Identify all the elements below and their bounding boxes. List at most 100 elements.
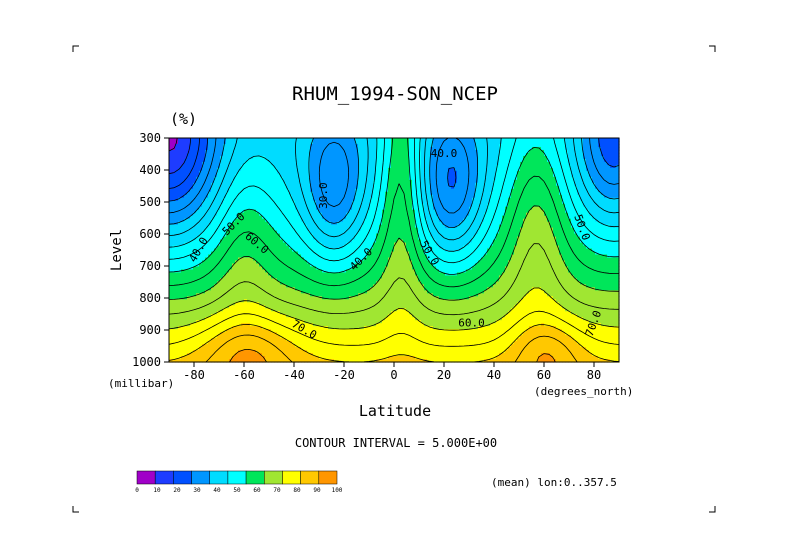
contour-cell [304,344,308,348]
contour-cell [268,215,272,220]
contour-cell [217,146,221,151]
contour-cell [229,251,233,256]
contour-cell [247,293,251,297]
contour-cell [172,161,176,166]
contour-cell [229,254,233,259]
contour-cell [187,182,191,187]
contour-cell [289,347,293,351]
contour-cell [184,290,188,294]
contour-cell [271,338,275,342]
contour-cell [199,161,203,166]
contour-cell [169,290,173,294]
contour-cell [247,185,251,190]
contour-cell [262,275,266,279]
contour-cell [175,143,179,148]
contour-cell [298,170,302,175]
contour-cell [304,347,308,351]
contour-cell [193,296,197,300]
contour-cell [220,138,224,142]
contour-cell [295,293,299,297]
contour-cell [169,230,173,235]
contour-cell [208,146,212,151]
contour-cell [271,230,275,235]
contour-cell [205,257,209,262]
contour-cell [181,341,185,345]
contour-cell [271,182,275,187]
contour-cell [229,323,233,327]
contour-cell [247,167,251,172]
contour-cell [202,218,206,223]
contour-cell [196,356,200,360]
contour-cell [274,356,278,360]
contour-cell [316,260,320,265]
contour-cell [301,194,305,199]
contour-cell [226,323,230,327]
contour-cell [205,161,209,166]
contour-cell [208,305,212,309]
contour-cell [304,215,308,220]
contour-cell [223,308,227,312]
contour-cell [307,203,311,208]
contour-cell [172,143,176,148]
contour-cell [283,158,287,163]
contour-cell [235,290,239,294]
contour-cell [256,209,260,214]
contour-cell [214,248,218,253]
contour-cell [235,314,239,318]
contour-cell [289,323,293,327]
contour-cell [265,209,269,214]
contour-cell [169,287,173,291]
contour-cell [319,287,323,291]
contour-cell [259,359,263,363]
contour-cell [274,320,278,324]
contour-cell [310,323,314,327]
contour-cell [274,281,278,285]
contour-cell [217,227,221,232]
contour-cell [274,233,278,238]
contour-cell [220,239,224,244]
contour-cell [322,314,326,318]
contour-cell [316,140,320,145]
contour-cell [298,152,302,157]
contour-cell [199,263,203,268]
contour-cell [175,335,179,339]
contour-cell [304,317,308,321]
contour-cell [229,335,233,339]
contour-cell [178,185,182,190]
contour-cell [325,320,329,324]
contour-cell [295,212,299,217]
contour-cell [199,233,203,238]
contour-cell [256,293,260,297]
contour-cell [184,230,188,235]
contour-cell [241,149,245,154]
contour-cell [199,323,203,327]
contour-cell [289,212,293,217]
contour-cell [244,263,248,268]
contour-cell [247,338,251,342]
contour-cell [277,218,281,223]
contour-cell [277,287,281,291]
contour-cell [181,215,185,220]
contour-cell [187,329,191,333]
contour-cell [253,248,257,253]
contour-cell [238,194,242,199]
contour-cell [265,170,269,175]
contour-cell [271,215,275,220]
contour-cell [298,173,302,178]
contour-cell [190,182,194,187]
contour-cell [319,138,323,142]
contour-cell [277,245,281,250]
contour-cell [313,227,317,232]
contour-cell [205,302,209,306]
contour-cell [295,140,299,145]
contour-cell [175,152,179,157]
contour-cell [295,176,299,181]
contour-cell [214,290,218,294]
contour-cell [280,146,284,151]
contour-cell [271,209,275,214]
contour-cell [208,197,212,202]
contour-cell [292,317,296,321]
contour-cell [193,281,197,285]
contour-cell [283,227,287,232]
contour-cell [208,200,212,205]
